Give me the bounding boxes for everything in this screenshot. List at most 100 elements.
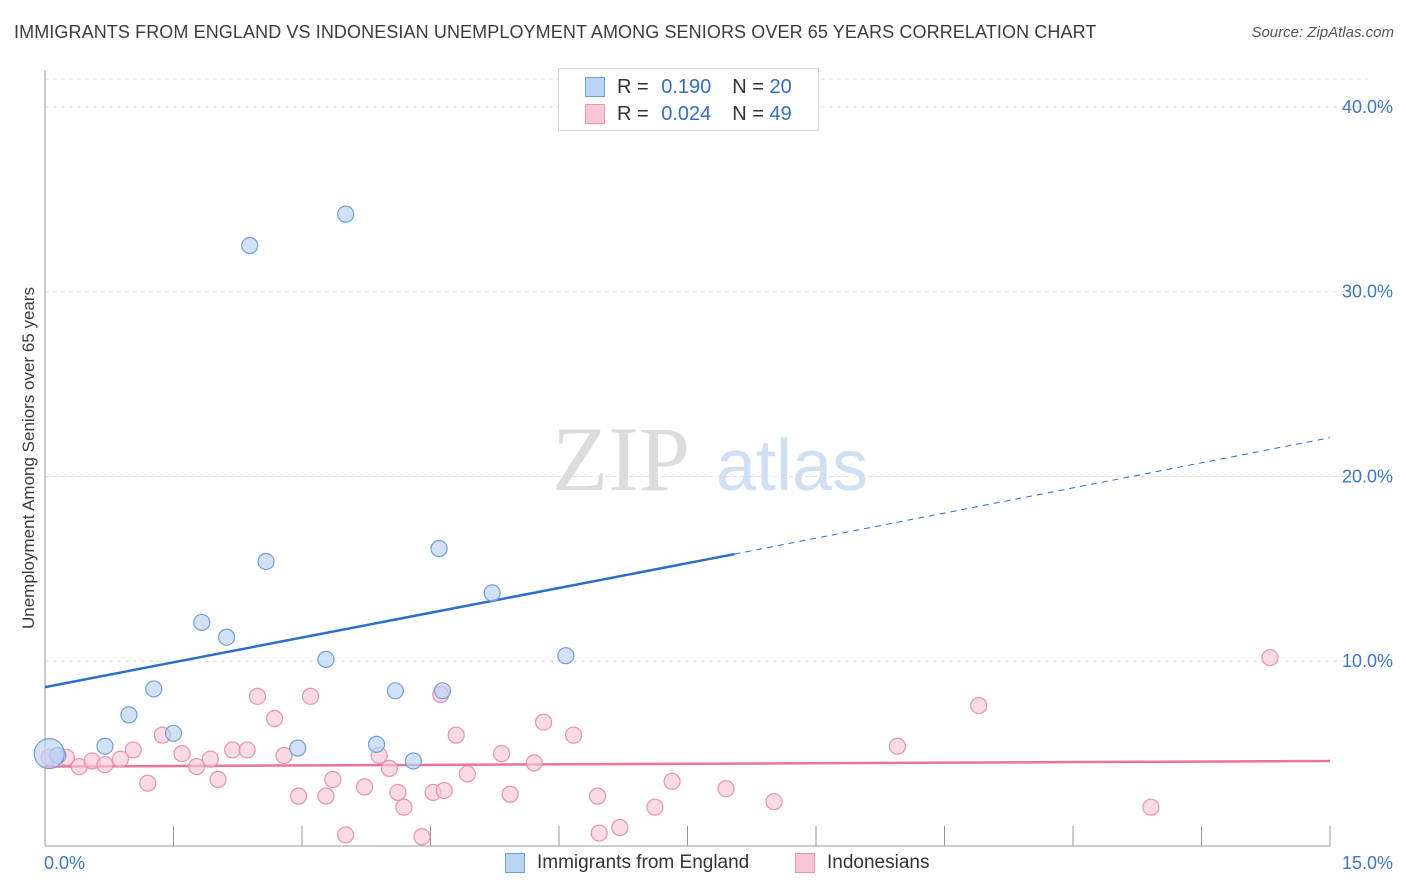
data-point-england <box>433 682 452 700</box>
data-point-england <box>164 724 183 742</box>
data-point-indonesians <box>248 687 267 705</box>
legend-r-value: 0.190 <box>661 75 712 98</box>
legend-r-value: 0.024 <box>661 102 712 125</box>
tick-labels: 10.0% 20.0% 30.0% 40.0% 0.0% 15.0% <box>44 97 1393 873</box>
legend-row-indonesians: R = 0.024 N = 49 <box>585 102 792 126</box>
blue-swatch-icon <box>585 77 605 97</box>
trend-lines <box>44 437 1331 768</box>
legend-n-value: 49 <box>769 102 792 125</box>
watermark-zip: ZIP <box>552 408 690 510</box>
data-point-england <box>367 735 386 753</box>
data-point-england <box>218 628 236 646</box>
data-point-indonesians <box>317 787 335 805</box>
data-point-indonesians <box>458 765 476 783</box>
data-point-indonesians <box>389 783 407 802</box>
data-point-indonesians <box>111 750 129 768</box>
data-point-england <box>33 738 65 770</box>
data-point-indonesians <box>96 756 114 774</box>
data-point-indonesians <box>663 772 681 790</box>
data-point-indonesians <box>435 781 453 800</box>
legend-row-england: R = 0.190 N = 20 <box>585 75 792 99</box>
data-point-indonesians <box>611 818 629 837</box>
legend-n-label: N = <box>732 102 764 125</box>
chart-title: IMMIGRANTS FROM ENGLAND VS INDONESIAN UN… <box>14 22 1097 42</box>
data-point-england <box>483 584 501 602</box>
legend-r-label: R = <box>617 102 649 125</box>
trend-line-england <box>44 552 735 689</box>
data-point-indonesians <box>564 726 583 744</box>
data-point-indonesians <box>209 770 227 789</box>
data-point-indonesians <box>534 713 553 731</box>
data-point-indonesians <box>289 787 308 805</box>
data-point-indonesians <box>447 726 465 744</box>
legend-n-label: N = <box>732 75 764 98</box>
data-point-indonesians <box>493 745 511 763</box>
axes <box>44 70 1331 847</box>
data-point-indonesians <box>1142 798 1160 816</box>
x-tick-label-min: 0.0% <box>44 853 85 873</box>
y-tick-label: 40.0% <box>1342 97 1393 117</box>
data-point-indonesians <box>201 750 219 768</box>
legend-r-label: R = <box>617 75 649 98</box>
blue-swatch-icon <box>505 853 525 873</box>
legend-n-value: 20 <box>769 75 792 98</box>
data-point-indonesians <box>501 785 519 803</box>
data-point-indonesians <box>525 754 543 772</box>
data-point-england <box>404 752 422 770</box>
trend-line-indonesians <box>44 759 1331 768</box>
data-point-indonesians <box>590 824 608 842</box>
data-point-england <box>193 613 211 632</box>
data-point-indonesians <box>1261 648 1279 667</box>
data-points <box>33 205 1279 846</box>
watermark-atlas: atlas <box>716 426 868 506</box>
data-point-indonesians <box>765 793 783 811</box>
watermark: ZIP atlas <box>552 408 868 510</box>
data-point-england <box>96 737 114 755</box>
correlation-legend: R = 0.190 N = 20 R = 0.024 N = 49 <box>558 68 819 131</box>
y-tick-label: 10.0% <box>1342 651 1393 671</box>
data-point-england <box>386 682 404 700</box>
legend-label-england: Immigrants from England <box>537 852 750 873</box>
pink-swatch-icon <box>795 853 815 873</box>
data-point-england <box>557 647 575 665</box>
data-point-indonesians <box>337 826 355 844</box>
y-tick-label: 30.0% <box>1342 282 1393 302</box>
data-point-indonesians <box>413 828 431 846</box>
data-point-indonesians <box>188 757 206 776</box>
data-point-indonesians <box>301 687 320 705</box>
data-point-indonesians <box>970 696 988 715</box>
data-point-england <box>430 539 448 558</box>
data-point-indonesians <box>888 737 906 755</box>
grid-lines <box>45 78 1368 662</box>
data-point-england <box>289 739 307 757</box>
data-point-indonesians <box>224 741 242 759</box>
pink-swatch-icon <box>585 104 605 124</box>
data-point-indonesians <box>717 780 735 798</box>
data-point-england <box>145 680 163 698</box>
legend-item-england: Immigrants from England <box>505 852 749 874</box>
data-point-indonesians <box>355 778 374 796</box>
trend-extension-england <box>734 437 1331 555</box>
data-point-indonesians <box>265 709 284 728</box>
data-point-indonesians <box>324 770 342 789</box>
legend-label-indonesians: Indonesians <box>827 852 930 873</box>
data-point-indonesians <box>275 746 293 765</box>
source-credit: Source: ZipAtlas.com <box>1251 24 1394 41</box>
legend-item-indonesians: Indonesians <box>795 852 929 874</box>
data-point-indonesians <box>646 798 664 816</box>
y-axis-label: Unemployment Among Seniors over 65 years <box>19 287 38 629</box>
data-point-indonesians <box>380 759 398 778</box>
data-point-indonesians <box>588 787 607 805</box>
data-point-indonesians <box>139 774 157 792</box>
data-point-england <box>317 650 335 668</box>
data-point-indonesians <box>173 745 191 763</box>
data-point-england <box>257 552 275 571</box>
data-point-england <box>337 205 355 223</box>
data-point-indonesians <box>124 741 142 759</box>
y-tick-label: 20.0% <box>1342 466 1393 486</box>
data-point-indonesians <box>395 798 413 816</box>
data-point-england <box>241 236 259 255</box>
data-point-england <box>120 706 138 724</box>
x-tick-label-max: 15.0% <box>1342 853 1393 873</box>
